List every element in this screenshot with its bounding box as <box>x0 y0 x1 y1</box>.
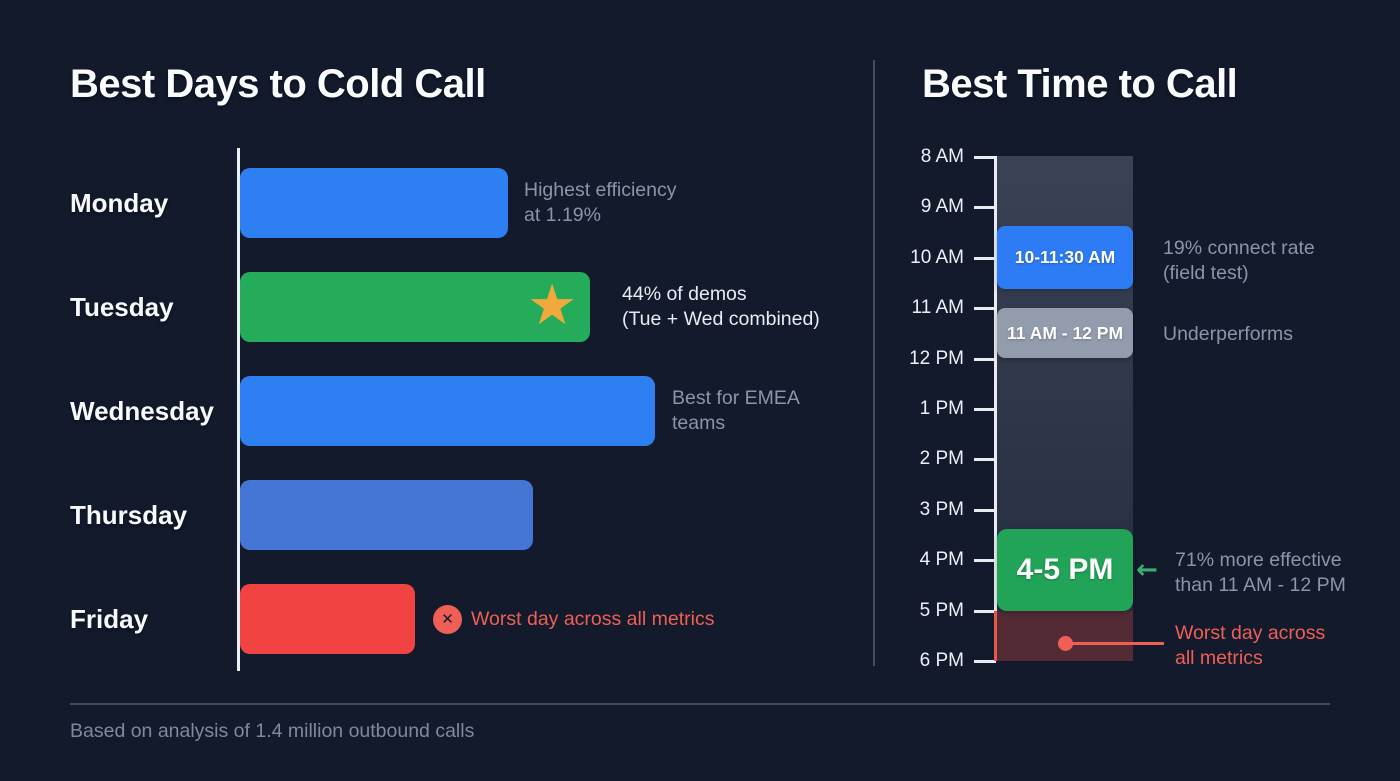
time-block-label: 4-5 PM <box>1016 553 1114 586</box>
note-line: (field test) <box>1163 262 1249 284</box>
day-label-monday: Monday <box>70 188 169 218</box>
time-block-label: 11 AM - 12 PM <box>1006 322 1124 343</box>
hour-tick <box>974 358 996 361</box>
hour-row-8am: 8 AM <box>870 145 996 169</box>
x-circle-icon: ✕ <box>433 605 462 634</box>
time-chart-title: Best Time to Call <box>922 62 1238 106</box>
hour-tick <box>974 156 996 159</box>
bar-monday <box>240 168 508 238</box>
note-line: Highest efficiency <box>524 179 677 201</box>
hour-tick <box>974 559 996 562</box>
time-block-label: 10-11:30 AM <box>1014 247 1116 267</box>
hour-tick <box>974 509 996 512</box>
footer-note: Based on analysis of 1.4 million outboun… <box>70 720 475 742</box>
note-tuesday: 44% of demos (Tue + Wed combined) <box>622 282 820 332</box>
days-chart-title: Best Days to Cold Call <box>70 62 486 106</box>
hour-row-10am: 10 AM <box>870 246 996 270</box>
time-block-midday: 11 AM - 12 PM <box>997 308 1133 358</box>
note-line: 71% more effective <box>1175 549 1342 571</box>
hour-label: 11 AM <box>911 297 964 318</box>
note-line: 19% connect rate <box>1163 237 1315 259</box>
note-midday: Underperforms <box>1163 322 1293 347</box>
hour-row-6pm: 6 PM <box>870 649 996 673</box>
hour-label: 9 AM <box>920 196 964 217</box>
hour-row-3pm: 3 PM <box>870 498 996 522</box>
hour-label: 4 PM <box>919 549 964 570</box>
time-axis-red-segment <box>994 611 997 661</box>
hour-row-2pm: 2 PM <box>870 447 996 471</box>
note-line: teams <box>672 412 726 434</box>
note-line: all metrics <box>1175 647 1263 669</box>
hour-label: 12 PM <box>909 348 964 369</box>
panel-divider <box>873 60 875 666</box>
note-friday: Worst day across all metrics <box>471 607 714 632</box>
hour-tick <box>974 257 996 260</box>
time-block-afternoon: 4-5 PM <box>997 529 1133 611</box>
note-afternoon: 71% more effective than 11 AM - 12 PM <box>1175 548 1346 598</box>
hour-tick <box>974 206 996 209</box>
note-line: Underperforms <box>1163 323 1294 345</box>
day-label-thursday: Thursday <box>70 500 188 530</box>
hour-label: 1 PM <box>919 398 964 419</box>
note-line: at 1.19% <box>524 204 601 226</box>
note-evening: Worst day across all metrics <box>1175 621 1325 671</box>
day-label-friday: Friday <box>70 604 149 634</box>
x-glyph: ✕ <box>441 610 454 628</box>
hour-label: 5 PM <box>919 600 964 621</box>
hour-row-5pm: 5 PM <box>870 599 996 623</box>
hour-row-11am: 11 AM <box>870 296 996 320</box>
hour-label: 10 AM <box>910 247 964 268</box>
hour-label: 3 PM <box>919 499 964 520</box>
note-line: than 11 AM - 12 PM <box>1175 574 1346 596</box>
note-monday: Highest efficiency at 1.19% <box>524 178 676 228</box>
note-line: Worst day across all metrics <box>471 608 715 630</box>
note-line: Worst day across <box>1175 622 1326 644</box>
note-line: Best for EMEA <box>672 387 800 409</box>
hour-row-4pm: 4 PM <box>870 548 996 572</box>
hour-label: 6 PM <box>919 650 964 671</box>
footer-divider <box>70 703 1330 705</box>
bar-tuesday <box>240 272 590 342</box>
hour-label: 8 AM <box>920 146 964 167</box>
days-axis-line <box>237 148 240 671</box>
day-label-wednesday: Wednesday <box>70 396 215 426</box>
bar-wednesday <box>240 376 655 446</box>
hour-tick <box>974 458 996 461</box>
time-block-morning: 10-11:30 AM <box>997 226 1133 289</box>
day-label-tuesday: Tuesday <box>70 292 174 322</box>
hour-tick <box>974 660 996 663</box>
worst-time-connector <box>1072 642 1164 645</box>
hour-row-9am: 9 AM <box>870 195 996 219</box>
arrow-left-icon: ← <box>1136 555 1158 585</box>
hour-tick <box>974 610 996 613</box>
note-morning: 19% connect rate (field test) <box>1163 236 1315 286</box>
hour-tick <box>974 307 996 310</box>
bar-friday <box>240 584 415 654</box>
worst-time-dot <box>1058 636 1073 651</box>
note-wednesday: Best for EMEA teams <box>672 386 800 436</box>
star-icon: ★ <box>527 273 578 338</box>
hour-row-12pm: 12 PM <box>870 347 996 371</box>
bar-thursday <box>240 480 533 550</box>
hour-label: 2 PM <box>919 448 964 469</box>
hour-tick <box>974 408 996 411</box>
note-line: 44% of demos <box>622 283 747 305</box>
note-line: (Tue + Wed combined) <box>622 308 820 330</box>
hour-row-1pm: 1 PM <box>870 397 996 421</box>
time-axis-line <box>994 156 997 611</box>
